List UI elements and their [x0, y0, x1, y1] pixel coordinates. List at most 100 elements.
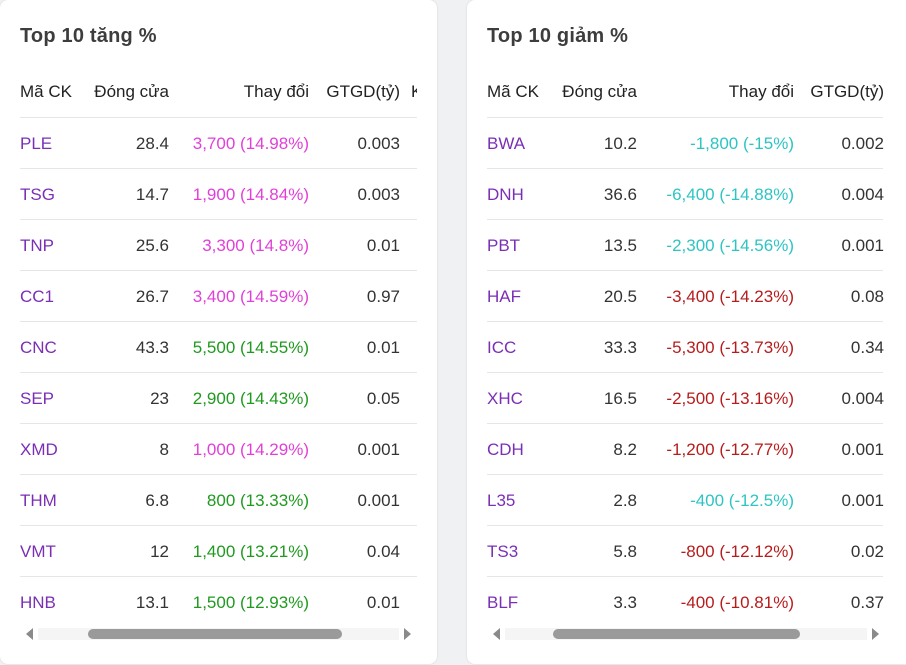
table-row[interactable]: ICC 33.3 -5,300 (-13.73%) 0.34 — [487, 321, 884, 373]
close-price: 6.8 — [145, 491, 169, 510]
trade-value: 0.001 — [357, 440, 400, 459]
symbol-link[interactable]: HNB — [20, 593, 56, 612]
column-header-symbol[interactable]: Mã CK — [20, 82, 72, 101]
trade-value: 0.04 — [366, 542, 400, 561]
scroll-thumb[interactable] — [88, 629, 342, 639]
column-header-value[interactable]: GTGD(tỷ) — [810, 82, 884, 101]
price-change: 1,900 (14.84%) — [192, 185, 309, 204]
horizontal-scrollbar[interactable] — [487, 624, 885, 644]
chevron-left-icon[interactable] — [26, 628, 33, 640]
table-row[interactable]: CC1 26.7 3,400 (14.59%) 0.97 — [20, 270, 417, 322]
symbol-link[interactable]: TNP — [20, 236, 54, 255]
column-header-symbol[interactable]: Mã CK — [487, 82, 539, 101]
column-header-change[interactable]: Thay đổi — [728, 82, 794, 101]
symbol-link[interactable]: CNC — [20, 338, 57, 357]
column-header-close[interactable]: Đóng cửa — [562, 82, 637, 101]
trade-value: 0.05 — [366, 389, 400, 408]
trade-value: 0.01 — [366, 338, 400, 357]
panel-title: Top 10 tăng % — [20, 25, 157, 47]
chevron-right-icon[interactable] — [872, 628, 879, 640]
losers-table[interactable]: Mã CK Đóng cửa Thay đổi GTGD(tỷ) BWA 10.2… — [487, 66, 906, 619]
gainers-table[interactable]: Mã CK Đóng cửa Thay đổi GTGD(tỷ) K PLE 28… — [20, 66, 417, 619]
symbol-link[interactable]: CDH — [487, 440, 524, 459]
symbol-link[interactable]: TS3 — [487, 542, 519, 561]
close-price: 3.3 — [613, 593, 637, 612]
price-change: 3,300 (14.8%) — [202, 236, 309, 255]
price-change: -2,300 (-14.56%) — [666, 236, 794, 255]
trade-value: 0.003 — [357, 134, 400, 153]
symbol-link[interactable]: PLE — [20, 134, 53, 153]
symbol-link[interactable]: CC1 — [20, 287, 55, 306]
table-row[interactable]: BWA 10.2 -1,800 (-15%) 0.002 — [487, 117, 884, 169]
trade-value: 0.001 — [357, 491, 400, 510]
close-price: 8.2 — [613, 440, 637, 459]
close-price: 25.6 — [135, 236, 169, 255]
table-row[interactable]: TNP 25.6 3,300 (14.8%) 0.01 — [20, 219, 417, 271]
trade-value: 0.01 — [366, 236, 400, 255]
horizontal-scrollbar[interactable] — [20, 624, 417, 644]
symbol-link[interactable]: XMD — [20, 440, 58, 459]
price-change: 1,400 (13.21%) — [192, 542, 309, 561]
close-price: 36.6 — [603, 185, 637, 204]
trade-value: 0.08 — [850, 287, 884, 306]
chevron-left-icon[interactable] — [493, 628, 500, 640]
top-losers-panel: Top 10 giảm % Mã CK Đóng cửa Thay đổi GT… — [467, 0, 906, 664]
close-price: 5.8 — [613, 542, 637, 561]
table-row[interactable]: PLE 28.4 3,700 (14.98%) 0.003 — [20, 117, 417, 169]
table-row[interactable]: CNC 43.3 5,500 (14.55%) 0.01 — [20, 321, 417, 373]
table-row[interactable]: PBT 13.5 -2,300 (-14.56%) 0.001 — [487, 219, 884, 271]
symbol-link[interactable]: ICC — [487, 338, 517, 357]
table-row[interactable]: XMD 8 1,000 (14.29%) 0.001 — [20, 423, 417, 475]
table-row[interactable]: HAF 20.5 -3,400 (-14.23%) 0.08 — [487, 270, 884, 322]
price-change: -800 (-12.12%) — [680, 542, 794, 561]
table-row[interactable]: TSG 14.7 1,900 (14.84%) 0.003 — [20, 168, 417, 220]
column-header-close[interactable]: Đóng cửa — [94, 82, 169, 101]
column-header-change[interactable]: Thay đổi — [243, 82, 309, 101]
price-change: 3,400 (14.59%) — [192, 287, 309, 306]
scroll-thumb[interactable] — [553, 629, 800, 639]
symbol-link[interactable]: THM — [20, 491, 57, 510]
table-row[interactable]: SEP 23 2,900 (14.43%) 0.05 — [20, 372, 417, 424]
symbol-link[interactable]: DNH — [487, 185, 524, 204]
table-row[interactable]: TS3 5.8 -800 (-12.12%) 0.02 — [487, 525, 884, 577]
table-row[interactable]: L35 2.8 -400 (-12.5%) 0.001 — [487, 474, 884, 526]
table-row[interactable]: CDH 8.2 -1,200 (-12.77%) 0.001 — [487, 423, 884, 475]
price-change: -400 (-10.81%) — [680, 593, 794, 612]
symbol-link[interactable]: XHC — [487, 389, 523, 408]
close-price: 28.4 — [135, 134, 169, 153]
close-price: 12 — [150, 542, 169, 561]
trade-value: 0.97 — [366, 287, 400, 306]
symbol-link[interactable]: L35 — [487, 491, 516, 510]
price-change: -6,400 (-14.88%) — [666, 185, 794, 204]
symbol-link[interactable]: PBT — [487, 236, 521, 255]
close-price: 16.5 — [603, 389, 637, 408]
table-row[interactable]: XHC 16.5 -2,500 (-13.16%) 0.004 — [487, 372, 884, 424]
price-change: 3,700 (14.98%) — [192, 134, 309, 153]
table-row[interactable]: THM 6.8 800 (13.33%) 0.001 — [20, 474, 417, 526]
price-change: -1,800 (-15%) — [690, 134, 794, 153]
table-row[interactable]: HNB 13.1 1,500 (12.93%) 0.01 — [20, 576, 417, 619]
symbol-link[interactable]: BWA — [487, 134, 526, 153]
close-price: 8 — [159, 440, 169, 459]
price-change: 800 (13.33%) — [206, 491, 309, 510]
symbol-link[interactable]: SEP — [20, 389, 55, 408]
close-price: 10.2 — [603, 134, 637, 153]
table-row[interactable]: BLF 3.3 -400 (-10.81%) 0.37 — [487, 576, 884, 619]
table-row[interactable]: DNH 36.6 -6,400 (-14.88%) 0.004 — [487, 168, 884, 220]
table-header: Mã CK Đóng cửa Thay đổi GTGD(tỷ) K — [20, 66, 417, 117]
symbol-link[interactable]: TSG — [20, 185, 55, 204]
top-gainers-panel: Top 10 tăng % Mã CK Đóng cửa Thay đổi GT… — [0, 0, 437, 664]
table-row[interactable]: VMT 12 1,400 (13.21%) 0.04 — [20, 525, 417, 577]
panel-title: Top 10 giảm % — [487, 25, 629, 47]
close-price: 26.7 — [135, 287, 169, 306]
close-price: 14.7 — [135, 185, 169, 204]
chevron-right-icon[interactable] — [404, 628, 411, 640]
close-price: 23 — [150, 389, 169, 408]
symbol-link[interactable]: BLF — [487, 593, 519, 612]
symbol-link[interactable]: VMT — [20, 542, 56, 561]
column-header-value[interactable]: GTGD(tỷ) — [326, 82, 400, 101]
column-header-extra[interactable]: K — [411, 82, 417, 101]
close-price: 43.3 — [135, 338, 169, 357]
trade-value: 0.003 — [357, 185, 400, 204]
symbol-link[interactable]: HAF — [487, 287, 521, 306]
